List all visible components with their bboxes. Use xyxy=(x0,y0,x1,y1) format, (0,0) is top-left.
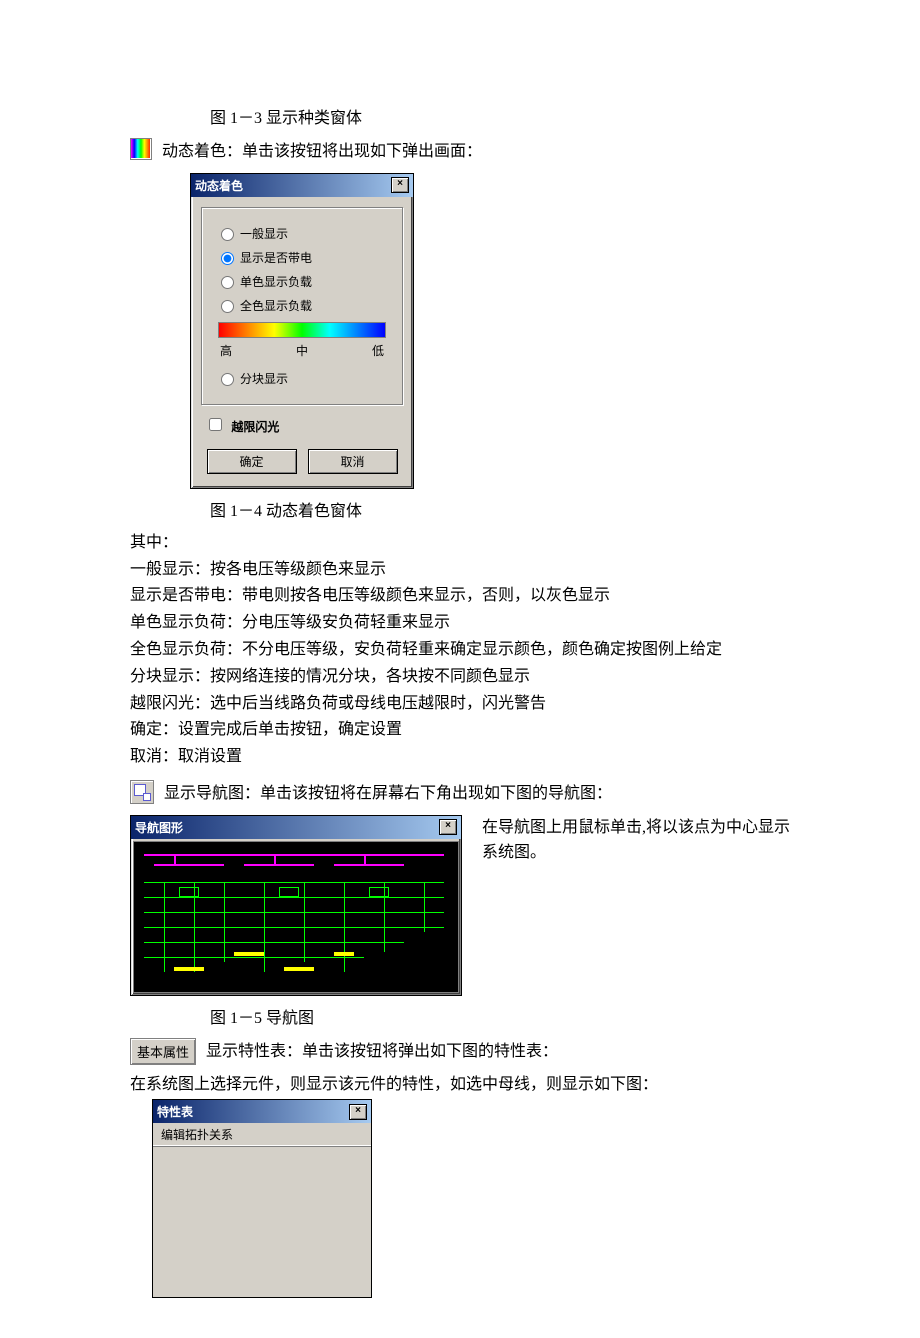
overlimit-label: 越限闪光 xyxy=(231,420,279,434)
nav-close-icon[interactable]: × xyxy=(439,819,457,835)
nav-window: 导航图形 × xyxy=(130,815,462,996)
radio-block[interactable]: 分块显示 xyxy=(216,370,388,387)
explain-header: 其中： xyxy=(130,531,790,556)
dynamic-color-dialog: 动态着色 × 一般显示 显示是否带电 单色显示负载 全色显示负 xyxy=(190,173,414,489)
figure-caption-1-5: 图 1－5 导航图 xyxy=(210,1004,790,1028)
grad-low: 低 xyxy=(372,342,384,359)
gradient-labels: 高 中 低 xyxy=(216,342,388,363)
radio-energized-label: 显示是否带电 xyxy=(240,249,312,266)
nav-map-desc: 显示导航图：单击该按钮将在屏幕右下角出现如下图的导航图： xyxy=(164,782,612,807)
radio-general-input[interactable] xyxy=(221,228,234,241)
radio-full-load[interactable]: 全色显示负载 xyxy=(216,297,388,314)
color-gradient-legend xyxy=(218,322,386,338)
radio-full-load-input[interactable] xyxy=(221,300,234,313)
explain-5: 分块显示：按网络连接的情况分块，各块按不同颜色显示 xyxy=(130,665,790,690)
radio-block-input[interactable] xyxy=(221,373,234,386)
radio-block-label: 分块显示 xyxy=(240,370,288,387)
radio-energized[interactable]: 显示是否带电 xyxy=(216,249,388,266)
explain-6: 越限闪光：选中后当线路负荷或母线电压越限时，闪光警告 xyxy=(130,692,790,717)
radio-general-label: 一般显示 xyxy=(240,225,288,242)
grad-high: 高 xyxy=(220,342,232,359)
prop-client-area xyxy=(153,1147,371,1297)
nav-canvas[interactable] xyxy=(133,841,459,993)
dialog-title: 动态着色 xyxy=(195,177,243,194)
prop-close-icon[interactable]: × xyxy=(349,1104,367,1120)
figure-caption-1-3: 图 1－3 显示种类窗体 xyxy=(210,104,790,128)
nav-title: 导航图形 xyxy=(135,819,183,836)
radio-mono-load[interactable]: 单色显示负载 xyxy=(216,273,388,290)
properties-window: 特性表 × 编辑拓扑关系 xyxy=(152,1099,372,1298)
prop-menu-item[interactable]: 编辑拓扑关系 xyxy=(153,1123,371,1147)
figure-caption-1-4: 图 1－4 动态着色窗体 xyxy=(210,497,790,521)
dynamic-color-desc: 动态着色：单击该按钮将出现如下弹出画面： xyxy=(162,140,482,165)
close-icon[interactable]: × xyxy=(391,177,409,193)
radio-mono-load-input[interactable] xyxy=(221,276,234,289)
explain-8: 取消：取消设置 xyxy=(130,745,790,770)
attr-desc-2: 在系统图上选择元件，则显示该元件的特性，如选中母线，则显示如下图： xyxy=(130,1073,790,1098)
nav-side-text: 在导航图上用鼠标单击,将以该点为中心显示系统图。 xyxy=(482,815,790,866)
basic-attr-button[interactable]: 基本属性 xyxy=(130,1038,196,1065)
nav-map-icon[interactable] xyxy=(130,780,154,804)
radio-full-load-label: 全色显示负载 xyxy=(240,297,312,314)
radio-energized-input[interactable] xyxy=(221,252,234,265)
radio-general[interactable]: 一般显示 xyxy=(216,225,388,242)
overlimit-flash-row[interactable]: 越限闪光 xyxy=(205,415,403,435)
nav-titlebar: 导航图形 × xyxy=(131,816,461,839)
dialog-titlebar: 动态着色 × xyxy=(191,174,413,197)
radio-mono-load-label: 单色显示负载 xyxy=(240,273,312,290)
prop-titlebar: 特性表 × xyxy=(153,1100,371,1123)
explain-2: 显示是否带电：带电则按各电压等级颜色来显示，否则，以灰色显示 xyxy=(130,584,790,609)
overlimit-checkbox[interactable] xyxy=(209,418,222,431)
explain-4: 全色显示负荷：不分电压等级，安负荷轻重来确定显示颜色，颜色确定按图例上给定 xyxy=(130,638,790,663)
dynamic-color-icon[interactable] xyxy=(130,138,152,160)
cancel-button[interactable]: 取消 xyxy=(308,449,398,474)
explain-7: 确定：设置完成后单击按钮，确定设置 xyxy=(130,718,790,743)
options-group: 一般显示 显示是否带电 单色显示负载 全色显示负载 高 中 xyxy=(201,207,403,405)
explain-3: 单色显示负荷：分电压等级安负荷轻重来显示 xyxy=(130,611,790,636)
attr-desc: 显示特性表：单击该按钮将弹出如下图的特性表： xyxy=(206,1040,558,1065)
ok-button[interactable]: 确定 xyxy=(207,449,297,474)
explain-1: 一般显示：按各电压等级颜色来显示 xyxy=(130,558,790,583)
grad-mid: 中 xyxy=(296,342,308,359)
prop-title: 特性表 xyxy=(157,1103,193,1120)
